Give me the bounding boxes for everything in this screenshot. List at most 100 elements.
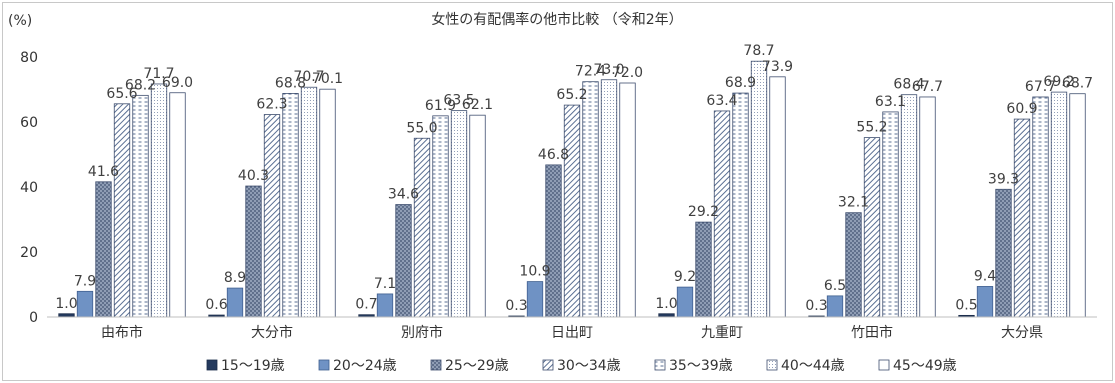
category-label: 九重町 — [701, 325, 743, 341]
bar — [1050, 91, 1068, 318]
data-label: 70.7 — [293, 69, 324, 85]
bar — [976, 286, 994, 318]
data-label: 78.7 — [743, 43, 774, 59]
data-label: 46.8 — [538, 147, 569, 163]
bar — [1069, 93, 1086, 318]
data-label: 1.0 — [655, 296, 677, 312]
bar — [169, 92, 186, 318]
bar — [95, 181, 112, 318]
data-label: 0.3 — [505, 298, 527, 314]
data-label: 34.6 — [388, 187, 419, 203]
bar — [245, 185, 262, 318]
bar — [750, 60, 768, 318]
legend-label: 20～24歳 — [333, 358, 397, 374]
data-label: 72.4 — [575, 64, 606, 80]
legend-swatch — [654, 359, 666, 371]
bar — [376, 293, 394, 318]
legend-swatch — [430, 359, 442, 371]
bar — [1032, 96, 1049, 318]
data-label: 69.0 — [162, 75, 193, 91]
data-label: 29.2 — [688, 204, 719, 220]
bar — [900, 94, 918, 318]
data-label: 73.0 — [593, 62, 624, 78]
bar — [432, 115, 449, 318]
data-label: 0.7 — [355, 297, 377, 313]
data-label: 68.2 — [125, 77, 156, 93]
bar — [300, 86, 318, 318]
legend-swatch — [542, 359, 554, 371]
legend-label: 40～44歳 — [781, 358, 845, 374]
bar — [319, 88, 336, 318]
bar — [882, 111, 899, 318]
legend-swatch — [206, 359, 218, 371]
data-label: 65.6 — [106, 86, 137, 102]
data-label: 41.6 — [88, 164, 119, 180]
data-label: 61.9 — [425, 98, 456, 114]
y-tick-label: 0 — [29, 310, 38, 326]
data-label: 62.1 — [462, 97, 493, 113]
data-label: 10.9 — [519, 264, 550, 280]
bar — [113, 103, 131, 318]
data-label: 32.1 — [838, 195, 869, 211]
data-label: 62.3 — [256, 97, 287, 113]
data-label: 6.5 — [824, 278, 846, 294]
y-axis: 0 20 40 60 80 — [20, 50, 38, 326]
bar — [132, 94, 149, 318]
bar — [263, 114, 281, 318]
bar — [826, 295, 844, 318]
data-label: 67.7 — [1025, 79, 1056, 95]
bar — [676, 286, 694, 318]
data-label: 63.5 — [443, 93, 474, 109]
data-labels-group: 1.0 7.9 41.6 65.668.271.769.0 0.6 8.9 40.3 62.3… — [55, 43, 1093, 314]
data-label: 60.9 — [1006, 101, 1037, 117]
data-label: 72.0 — [612, 65, 643, 81]
category-label: 竹田市 — [851, 324, 893, 341]
data-label: 70.1 — [312, 71, 343, 87]
y-tick-label: 80 — [20, 50, 38, 66]
data-label: 9.4 — [974, 268, 996, 284]
bar — [769, 76, 786, 318]
y-axis-unit-label: (%) — [8, 13, 32, 29]
bar — [469, 114, 486, 318]
data-label: 40.3 — [238, 168, 269, 184]
bar — [413, 137, 431, 318]
data-label: 9.2 — [674, 269, 696, 285]
bar — [545, 164, 562, 318]
data-label: 67.7 — [912, 79, 943, 95]
data-label: 7.1 — [374, 276, 396, 292]
legend-swatch — [766, 359, 778, 371]
y-tick-label: 40 — [20, 180, 38, 196]
data-label: 68.8 — [275, 75, 306, 91]
legend-swatch — [318, 359, 330, 371]
bar — [732, 92, 749, 318]
data-label: 71.7 — [143, 66, 174, 82]
bar — [995, 188, 1012, 318]
data-label: 69.2 — [1043, 74, 1074, 90]
data-label: 65.2 — [556, 87, 587, 103]
data-label: 55.2 — [856, 120, 887, 136]
legend-label: 45～49歳 — [893, 358, 957, 374]
category-labels-group: 由布市 大分市 別府市 日出町 九重町 竹田市 大分県 — [101, 324, 1043, 341]
category-label: 別府市 — [401, 324, 443, 341]
bar — [76, 290, 94, 318]
bar — [282, 93, 299, 318]
y-tick-label: 60 — [20, 115, 38, 131]
data-label: 63.1 — [875, 94, 906, 110]
data-label: 39.3 — [988, 171, 1019, 187]
bar — [845, 212, 862, 318]
category-label: 大分市 — [251, 324, 293, 341]
data-label: 0.5 — [955, 297, 977, 313]
bar — [863, 137, 881, 318]
legend-label: 25～29歳 — [445, 358, 509, 374]
data-label: 63.4 — [706, 93, 737, 109]
legend-label: 35～39歳 — [669, 358, 733, 374]
bar — [695, 221, 712, 318]
category-label: 由布市 — [101, 324, 143, 341]
data-label: 68.4 — [893, 77, 924, 93]
data-label: 73.9 — [762, 59, 793, 75]
chart-title: 女性の有配偶率の他市比較 （令和2年） — [431, 11, 682, 28]
legend-label: 15～19歳 — [221, 358, 285, 374]
legend: 15～19歳 20～24歳 25～29歳 30～34歳 35～39歳 40～44歳 45～4… — [206, 358, 957, 374]
bar — [919, 96, 936, 318]
